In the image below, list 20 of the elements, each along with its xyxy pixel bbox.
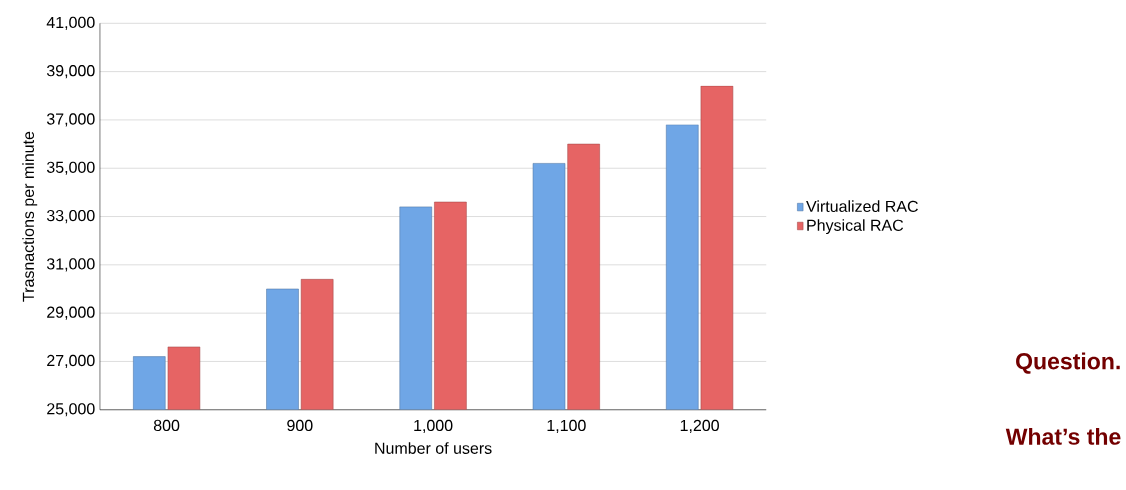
- text: What’s the: [1005, 428, 1121, 445]
- y-tick-label: 35,000: [46, 161, 95, 175]
- y-axis-title: Trasnactions per minute: [22, 131, 38, 302]
- y-tick-label: 25,000: [47, 403, 95, 417]
- x-tick-label: 800: [153, 419, 180, 432]
- y-tick-label: 33,000: [46, 210, 95, 224]
- legend-label: Physical RAC: [807, 219, 904, 235]
- text: Question.: [1016, 352, 1120, 374]
- y-tick-label: 31,000: [46, 258, 95, 272]
- y-tick-label: 27,000: [47, 354, 95, 369]
- y-tick-label: 37,000: [46, 113, 95, 127]
- x-axis-title: Number of users: [375, 442, 492, 455]
- y-tick-label: 39,000: [46, 65, 95, 79]
- x-tick-label: 1,000: [414, 419, 453, 434]
- x-tick-label: 1,200: [680, 419, 719, 434]
- x-tick-label: 1,100: [547, 419, 586, 434]
- legend-label: Virtualized RAC: [806, 200, 918, 213]
- y-tick-label: 41,000: [46, 16, 95, 31]
- y-tick-label: 29,000: [47, 306, 95, 320]
- x-tick-label: 900: [287, 419, 313, 432]
